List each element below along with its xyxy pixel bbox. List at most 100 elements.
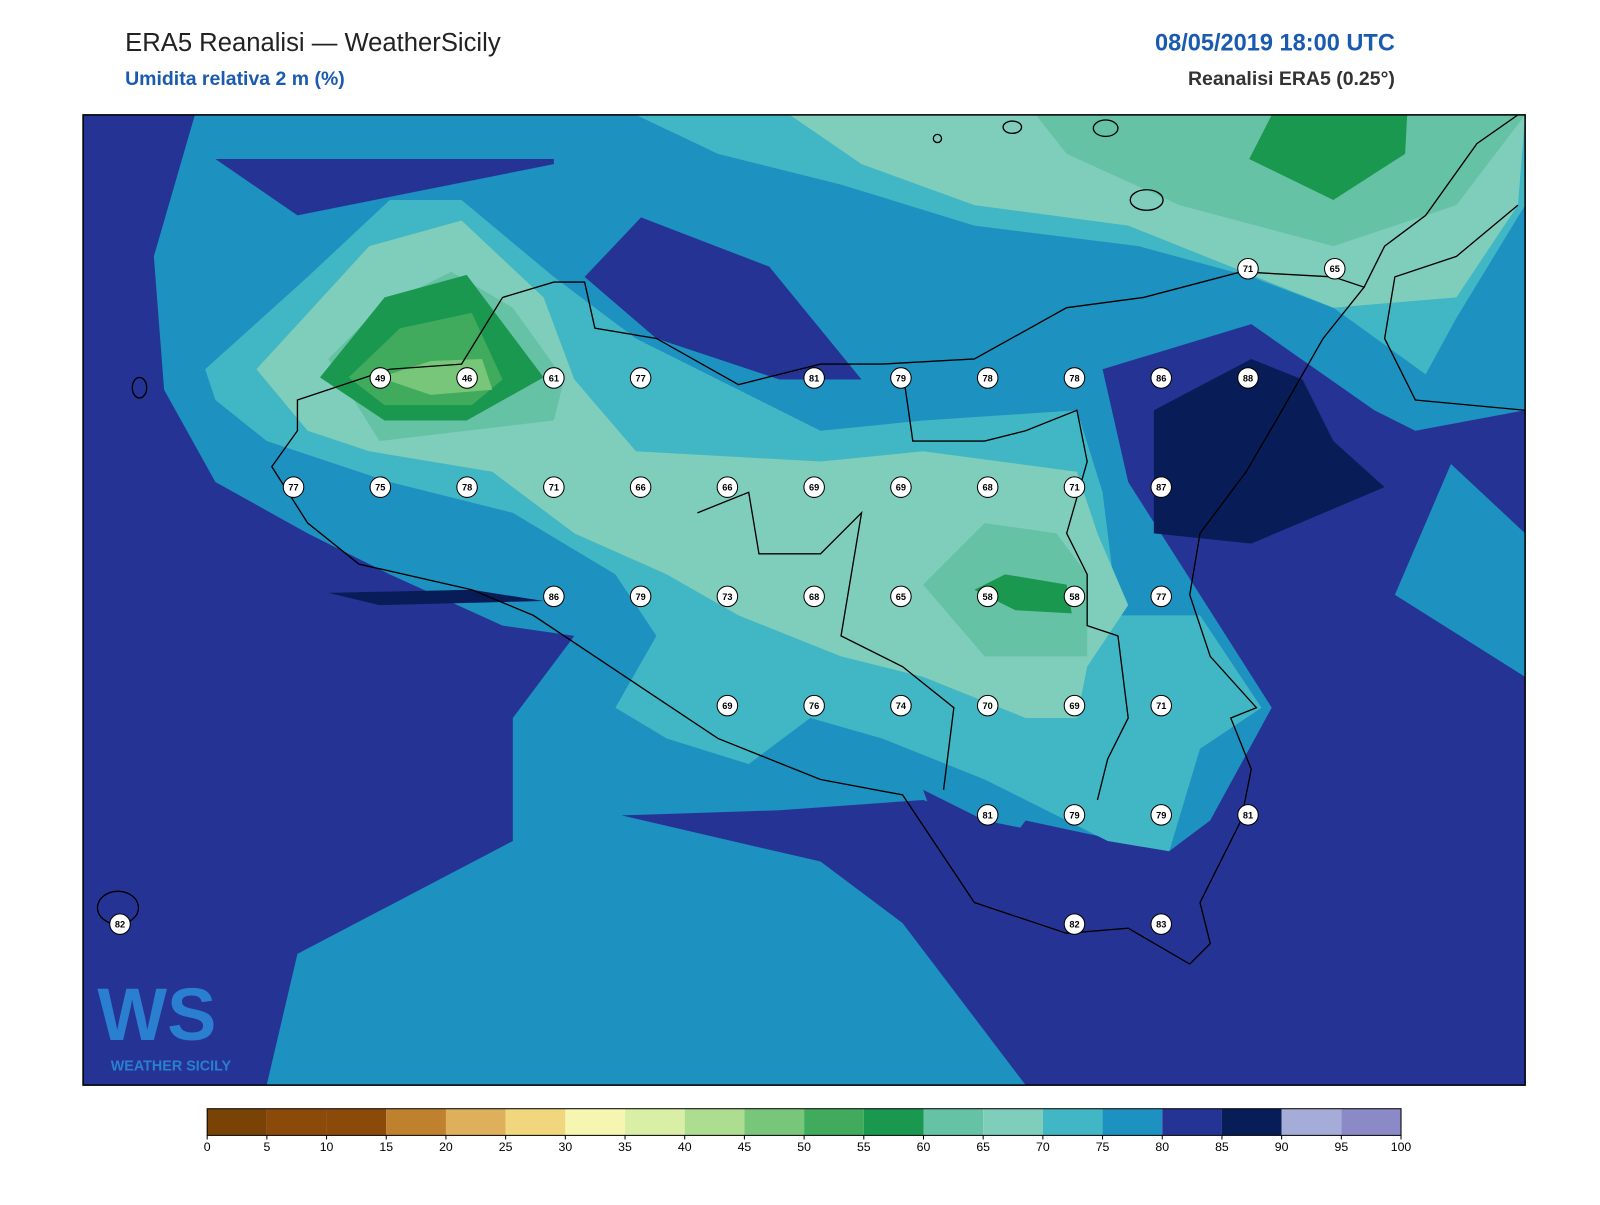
station-value: 71 (549, 483, 559, 493)
colorbar-tick-label: 30 (558, 1140, 572, 1154)
colorbar-tick-label: 15 (379, 1140, 393, 1154)
station-value: 79 (1156, 810, 1166, 820)
station-marker (803, 367, 825, 389)
station-marker (803, 585, 825, 608)
colorbar-tick-label: 20 (439, 1140, 453, 1154)
colorbar-bin (445, 1108, 506, 1136)
station-value: 68 (983, 483, 993, 493)
colorbar-bin (923, 1108, 984, 1136)
colorbar-tick-label: 60 (917, 1140, 931, 1154)
station-value: 77 (635, 373, 645, 383)
colorbar-tick-label: 25 (499, 1140, 513, 1154)
station-marker (1150, 476, 1172, 498)
datetime: 08/05/2019 18:00 UTC (1155, 29, 1395, 55)
station-marker (1150, 694, 1172, 717)
colorbar-tick-label: 45 (738, 1140, 752, 1154)
station-value: 69 (896, 483, 906, 493)
station-marker (1324, 257, 1346, 280)
station-marker (976, 804, 999, 826)
colorbar-bin (684, 1108, 745, 1136)
colorbar-bin (625, 1108, 685, 1136)
station-marker (1237, 257, 1259, 280)
station-value: 78 (1069, 373, 1079, 383)
station-marker (716, 585, 739, 608)
station-marker (629, 476, 652, 498)
contour-map (83, 114, 1526, 1086)
colorbar-bin (565, 1108, 626, 1136)
colorbar-bin (863, 1108, 924, 1136)
station-marker (629, 585, 652, 608)
colorbar-tick-label: 0 (204, 1140, 211, 1154)
station-value: 81 (983, 810, 993, 820)
station-marker (1150, 804, 1172, 826)
station-value: 79 (635, 592, 645, 602)
colorbar-tick-label: 55 (857, 1140, 871, 1154)
station-value: 78 (983, 373, 993, 383)
station-marker (629, 367, 652, 389)
station-value: 82 (115, 920, 125, 930)
station-marker (1063, 694, 1086, 717)
station-value: 71 (1156, 701, 1166, 711)
station-marker (890, 694, 912, 717)
station-marker (803, 476, 825, 498)
colorbar-tick-label: 70 (1036, 1140, 1050, 1154)
station-value: 46 (462, 373, 472, 383)
colorbar-bin (804, 1108, 864, 1136)
station-value: 75 (375, 483, 385, 493)
station-marker (1063, 476, 1086, 498)
station-marker (890, 367, 912, 389)
colorbar-bin (983, 1108, 1043, 1136)
colorbar-tick-label: 90 (1275, 1140, 1289, 1154)
colorbar-tick-label: 75 (1096, 1140, 1110, 1154)
station-marker (976, 367, 999, 389)
station-marker (803, 694, 825, 717)
station-marker (1063, 913, 1086, 935)
colorbar-tick-label: 40 (678, 1140, 692, 1154)
station-value: 70 (983, 701, 993, 711)
station-marker (109, 913, 131, 935)
station-marker (716, 476, 739, 498)
colorbar-tick-label: 5 (263, 1140, 270, 1154)
colorbar-tick-label: 85 (1215, 1140, 1229, 1154)
station-marker (1237, 804, 1259, 826)
station-marker (369, 476, 392, 498)
station-value: 83 (1156, 920, 1166, 930)
station-marker (976, 476, 999, 498)
station-marker (543, 367, 565, 389)
station-value: 77 (1156, 592, 1166, 602)
station-value: 79 (896, 373, 906, 383)
station-marker (456, 476, 478, 498)
station-value: 69 (1069, 701, 1079, 711)
station-marker (282, 476, 305, 498)
station-value: 66 (722, 483, 732, 493)
colorbar-bin (1162, 1108, 1222, 1136)
colorbar-bin (386, 1108, 446, 1136)
subtitle: Umidita relativa 2 m (%) (125, 68, 345, 90)
colorbar-bin (326, 1108, 387, 1136)
colorbar-bin (1341, 1108, 1402, 1136)
colorbar-bin (744, 1108, 805, 1136)
station-value: 86 (1156, 373, 1166, 383)
station-marker (1063, 585, 1086, 608)
station-marker (1063, 804, 1086, 826)
station-marker (890, 476, 912, 498)
station-marker (543, 585, 565, 608)
station-value: 77 (288, 483, 298, 493)
logo-mark: WS (97, 973, 216, 1056)
station-marker (369, 367, 392, 389)
station-marker (976, 694, 999, 717)
station-marker (1150, 913, 1172, 935)
station-value: 82 (1069, 920, 1079, 930)
station-value: 69 (809, 483, 819, 493)
title: ERA5 Reanalisi — WeatherSicily (125, 29, 501, 57)
station-value: 66 (635, 483, 645, 493)
source: Reanalisi ERA5 (0.25°) (1188, 68, 1395, 90)
map-frame (82, 114, 1526, 1086)
colorbar-tick-label: 10 (320, 1140, 334, 1154)
station-value: 81 (809, 373, 819, 383)
station-value: 79 (1069, 810, 1079, 820)
station-value: 73 (722, 592, 732, 602)
colorbar-bin (207, 1108, 267, 1136)
station-value: 71 (1243, 264, 1253, 274)
